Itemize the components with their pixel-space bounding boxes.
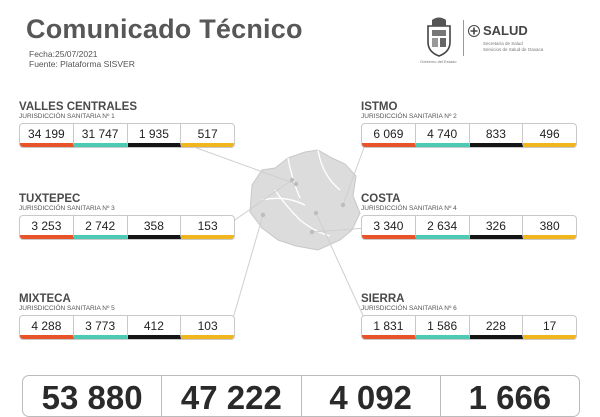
total-value: 47 222 — [162, 376, 302, 416]
stat-value: 3 773 — [73, 316, 128, 339]
total-value: 1 666 — [468, 379, 552, 416]
region-jurisdiction: JURISDICCIÓN SANITARIA Nº 5 — [19, 305, 115, 312]
stat-value: 31 747 — [73, 124, 128, 147]
region-tuxtepec: TUXTEPEC JURISDICCIÓN SANITARIA Nº 3 3 2… — [19, 193, 235, 240]
stat-value: 358 — [127, 216, 182, 239]
stat-value: 17 — [523, 316, 576, 339]
stat-value: 326 — [469, 216, 524, 239]
stat-value: 6 069 — [362, 124, 416, 147]
seal-caption: Gobierno del Estado — [420, 59, 457, 64]
stat-value: 2 634 — [415, 216, 470, 239]
stat-value: 228 — [469, 316, 524, 339]
salud-logo: Gobierno del Estado SALUD Secretaría de … — [420, 16, 580, 64]
stat-value: 412 — [127, 316, 182, 339]
region-name: ISTMO — [361, 101, 398, 113]
health-cross-icon — [468, 25, 480, 37]
region-name: VALLES CENTRALES — [19, 101, 137, 113]
region-jurisdiction: JURISDICCIÓN SANITARIA Nº 3 — [19, 205, 115, 212]
region-name: SIERRA — [361, 293, 405, 305]
logo-divider — [463, 20, 464, 56]
region-stats: 3 340 2 634 326 380 — [361, 215, 577, 240]
region-jurisdiction: JURISDICCIÓN SANITARIA Nº 1 — [19, 113, 115, 120]
region-stats: 4 288 3 773 412 103 — [19, 315, 235, 340]
region-jurisdiction: JURISDICCIÓN SANITARIA Nº 4 — [361, 205, 457, 212]
total-value: 53 880 — [23, 376, 163, 416]
stat-value: 833 — [469, 124, 524, 147]
stat-value: 153 — [181, 216, 234, 239]
salud-subtitle-2: Servicios de Salud de Oaxaca — [483, 47, 544, 52]
stat-value: 1 935 — [127, 124, 182, 147]
region-stats: 3 253 2 742 358 153 — [19, 215, 235, 240]
stat-value: 1 831 — [362, 316, 416, 339]
region-stats: 34 199 31 747 1 935 517 — [19, 123, 235, 148]
stat-value: 3 340 — [362, 216, 416, 239]
region-sierra: SIERRA JURISDICCIÓN SANITARIA Nº 6 1 831… — [361, 293, 577, 340]
stat-value: 103 — [181, 316, 234, 339]
region-name: COSTA — [361, 193, 401, 205]
stat-value: 3 253 — [20, 216, 74, 239]
region-stats: 6 069 4 740 833 496 — [361, 123, 577, 148]
region-costa: COSTA JURISDICCIÓN SANITARIA Nº 4 3 340 … — [361, 193, 577, 240]
stat-value: 4 740 — [415, 124, 470, 147]
region-jurisdiction: JURISDICCIÓN SANITARIA Nº 2 — [361, 113, 457, 120]
stat-value: 380 — [523, 216, 576, 239]
stat-value: 2 742 — [73, 216, 128, 239]
region-jurisdiction: JURISDICCIÓN SANITARIA Nº 6 — [361, 305, 457, 312]
salud-subtitle-1: Secretaría de Salud — [483, 41, 523, 46]
region-name: MIXTECA — [19, 293, 71, 305]
region-name: TUXTEPEC — [19, 193, 81, 205]
stat-value: 34 199 — [20, 124, 74, 147]
region-valles-centrales: VALLES CENTRALES JURISDICCIÓN SANITARIA … — [19, 101, 235, 148]
total-value: 4 092 — [302, 376, 441, 416]
data-source: Fuente: Plataforma SISVER — [29, 59, 135, 69]
state-seal-icon — [427, 17, 451, 57]
region-mixteca: MIXTECA JURISDICCIÓN SANITARIA Nº 5 4 28… — [19, 293, 235, 340]
stat-value: 4 288 — [20, 316, 74, 339]
page-title: Comunicado Técnico — [26, 14, 303, 44]
stat-value: 1 586 — [415, 316, 470, 339]
stat-value: 517 — [181, 124, 234, 147]
stat-value: 496 — [523, 124, 576, 147]
region-stats: 1 831 1 586 228 17 — [361, 315, 577, 340]
region-istmo: ISTMO JURISDICCIÓN SANITARIA Nº 2 6 069 … — [361, 101, 577, 148]
report-date: Fecha:25/07/2021 — [29, 49, 98, 59]
salud-label: SALUD — [483, 23, 528, 38]
state-totals: 53 880 47 222 4 092 1 666 — [22, 375, 580, 417]
